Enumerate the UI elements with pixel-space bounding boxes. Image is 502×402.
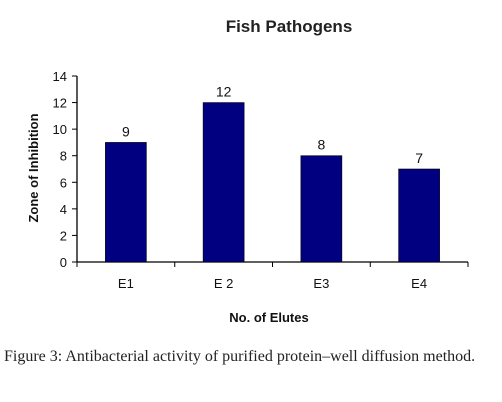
data-label: 7	[415, 150, 423, 166]
y-tick-label: 4	[60, 202, 67, 217]
bar-chart: Fish Pathogens Zone of Inhibition No. of…	[26, 17, 469, 325]
x-tick-label: E1	[118, 276, 134, 291]
y-tick-label: 8	[60, 149, 67, 164]
plot-area: 0 2 4 6 8 10 12 14 9 E1 12 E 2 8 E3 7 E4	[53, 69, 469, 291]
bar	[300, 155, 343, 263]
x-tick-label: E 2	[214, 276, 234, 291]
y-axis-label: Zone of Inhibition	[26, 113, 41, 222]
y-tick-label: 6	[60, 175, 67, 190]
x-tick-label: E4	[411, 276, 427, 291]
bar	[202, 102, 245, 263]
y-tick-label: 0	[60, 255, 67, 270]
bar	[398, 168, 440, 263]
x-tick-label: E3	[313, 276, 329, 291]
y-tick-label: 12	[53, 96, 67, 111]
x-axis-label: No. of Elutes	[229, 310, 308, 325]
y-tick-label: 2	[60, 228, 67, 243]
bar	[105, 142, 147, 263]
data-label: 12	[216, 84, 232, 100]
y-tick-label: 10	[53, 122, 67, 137]
data-label: 9	[122, 123, 130, 139]
data-label: 8	[317, 137, 325, 153]
chart-title: Fish Pathogens	[226, 17, 353, 36]
figure-caption: Figure 3: Antibacterial activity of puri…	[4, 348, 476, 365]
y-tick-label: 14	[53, 69, 67, 84]
